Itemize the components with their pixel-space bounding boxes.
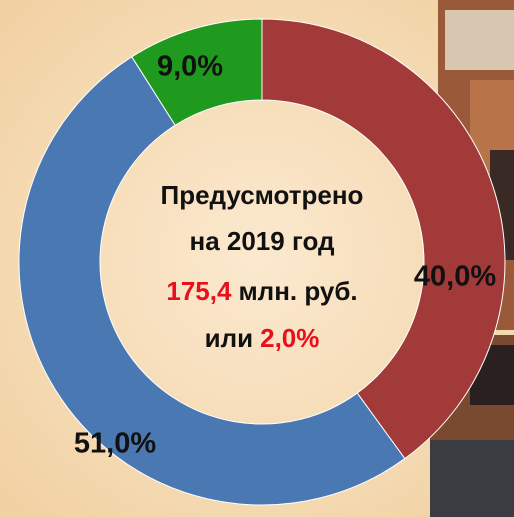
center-line: на 2019 год [190,226,335,256]
center-text: Предусмотрено на 2019 год 175,4 млн. руб.… [161,180,364,353]
or-word: или [205,323,253,353]
center-line: или 2,0% [205,323,320,353]
data-label: 9,0% [157,51,223,83]
data-label: 40,0% [414,261,496,293]
data-label: 51,0% [74,428,156,460]
center-line: Предусмотрено [161,180,364,210]
center-line: 175,4 млн. руб. [166,276,357,306]
donut [18,18,506,506]
donut-segment [261,18,506,460]
share: 2,0% [260,323,319,353]
amount: 175,4 [166,276,232,306]
unit: млн. руб. [238,276,357,306]
donut-segment [131,18,263,126]
donut-segment [18,56,406,506]
